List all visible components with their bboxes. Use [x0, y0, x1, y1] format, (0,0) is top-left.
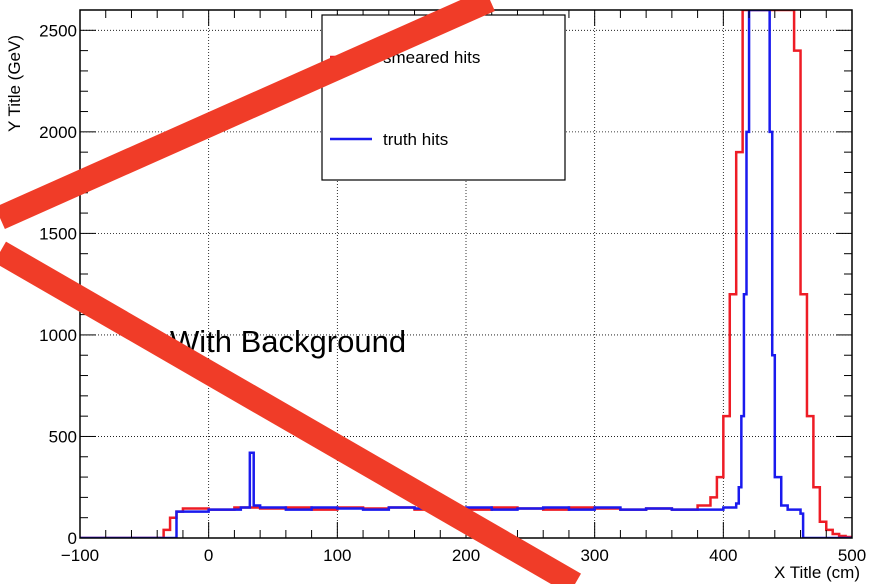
x-axis-title: X Title (cm) — [774, 563, 860, 582]
series-line-truth-hits — [80, 10, 852, 538]
cross-out-stroke-lower — [0, 241, 582, 584]
y-tick-label: 1500 — [39, 224, 77, 243]
x-tick-label: 200 — [452, 546, 480, 565]
x-tick-label: 300 — [580, 546, 608, 565]
legend-label-truth: truth hits — [383, 130, 448, 149]
series-lines — [80, 10, 852, 538]
y-tick-label: 500 — [49, 427, 77, 446]
legend: smeared hits truth hits — [321, 14, 566, 181]
y-tick-label: 2000 — [39, 123, 77, 142]
legend-label-smeared: smeared hits — [383, 48, 480, 67]
y-tick-label: 1000 — [39, 326, 77, 345]
x-tick-label: 400 — [709, 546, 737, 565]
cross-out-mark — [0, 0, 582, 584]
y-tick-label: 2500 — [39, 21, 77, 40]
x-tick-label: 100 — [323, 546, 351, 565]
x-tick-label: −100 — [61, 546, 99, 565]
legend-box — [321, 14, 566, 181]
x-tick-label: 0 — [204, 546, 213, 565]
y-tick-label: 0 — [68, 529, 77, 548]
y-axis-title: Y Title (GeV) — [5, 35, 24, 132]
x-tick-label: 500 — [838, 546, 866, 565]
annotation-with-background: With Background — [170, 324, 406, 359]
cross-out-stroke-upper — [0, 0, 495, 229]
